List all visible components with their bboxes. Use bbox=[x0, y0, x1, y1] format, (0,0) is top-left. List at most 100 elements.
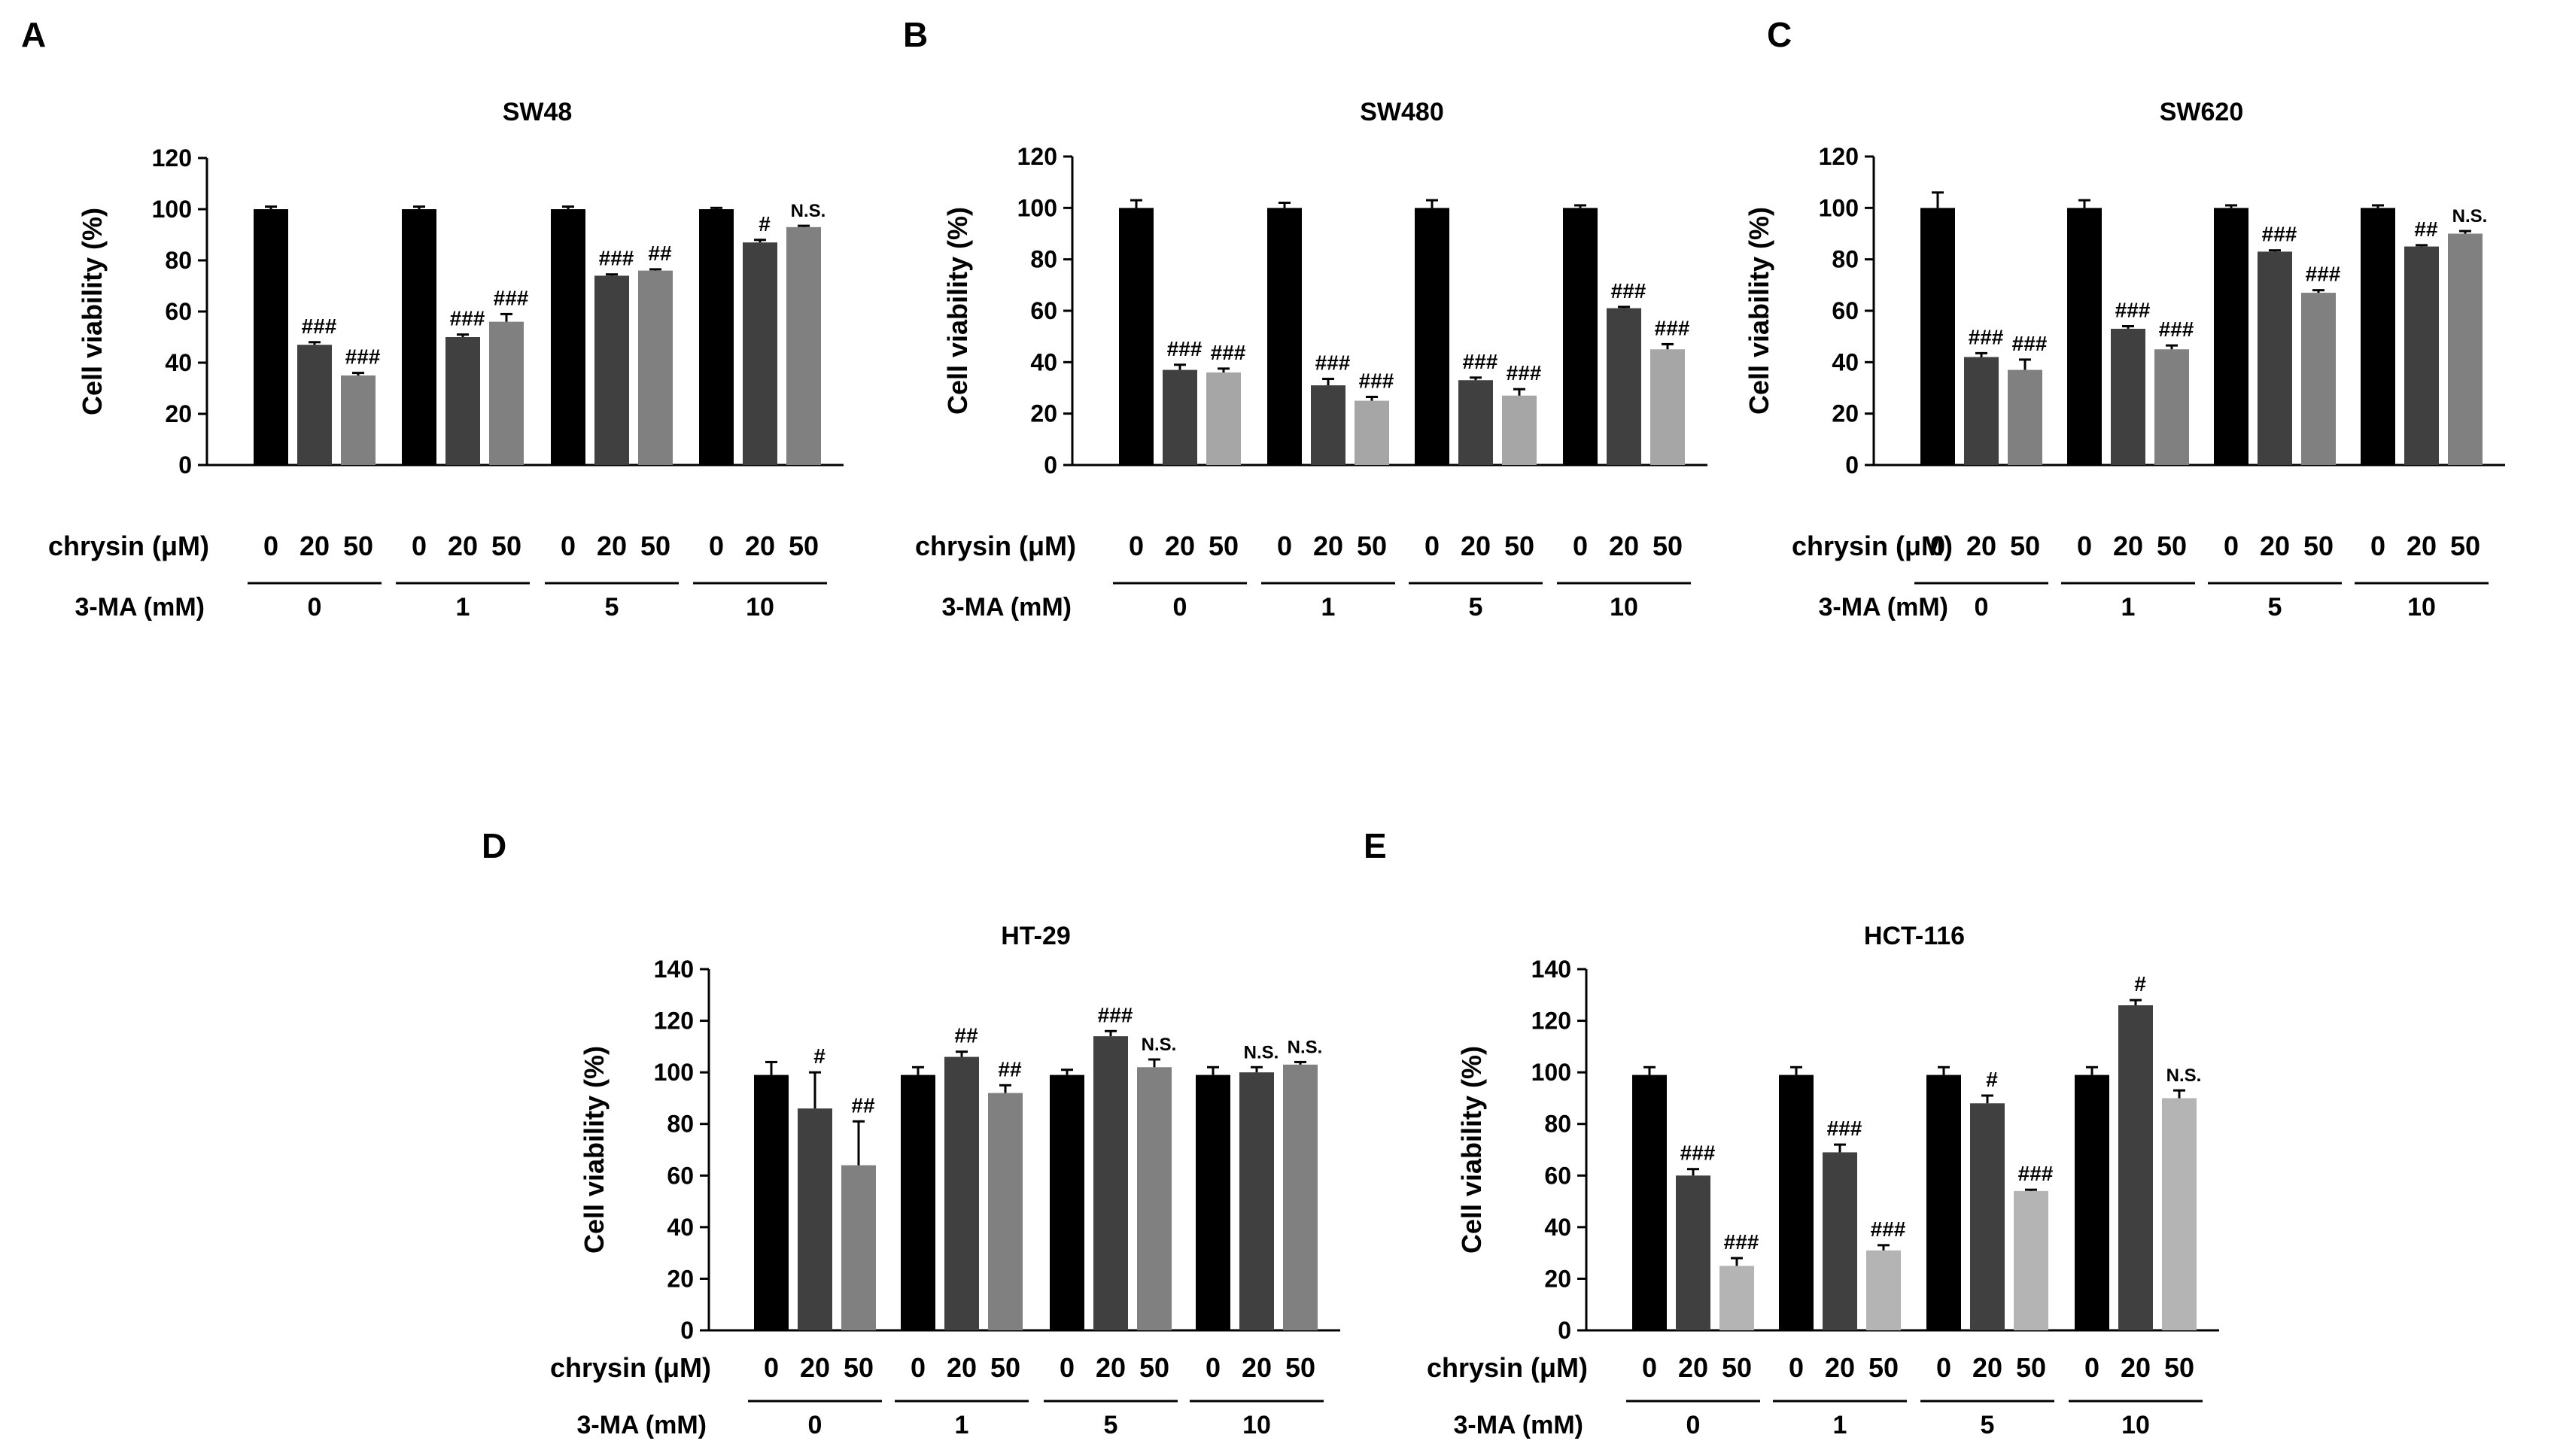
chrysin-dose-label: 50 bbox=[491, 530, 521, 561]
bar bbox=[2361, 208, 2395, 465]
bar bbox=[2301, 293, 2336, 465]
y-tick-label: 0 bbox=[1044, 451, 1057, 479]
chrysin-dose-label: 50 bbox=[990, 1352, 1020, 1383]
chrysin-dose-label: 0 bbox=[1936, 1352, 1951, 1383]
bar bbox=[1093, 1036, 1128, 1330]
bar bbox=[445, 337, 480, 465]
bar bbox=[2067, 208, 2102, 465]
y-tick-label: 0 bbox=[1558, 1317, 1571, 1344]
chrysin-dose-label: 0 bbox=[764, 1352, 779, 1383]
bar bbox=[341, 375, 376, 465]
panel-letter: D bbox=[482, 826, 506, 865]
y-tick-label: 120 bbox=[1819, 143, 1859, 170]
bar bbox=[2118, 1005, 2153, 1330]
chrysin-dose-label: 20 bbox=[800, 1352, 830, 1383]
y-tick-label: 100 bbox=[654, 1059, 694, 1086]
ma-dose-label: 10 bbox=[2121, 1411, 2150, 1439]
chart-title: HT-29 bbox=[1001, 922, 1071, 950]
significance-label: ### bbox=[1827, 1117, 1862, 1140]
y-tick-label: 20 bbox=[667, 1265, 694, 1292]
y-tick-label: 120 bbox=[1017, 143, 1057, 170]
y-tick-label: 20 bbox=[165, 400, 192, 427]
significance-label: ### bbox=[1724, 1230, 1759, 1254]
significance-label: ### bbox=[2018, 1162, 2054, 1185]
y-tick-label: 20 bbox=[1030, 400, 1057, 427]
chrysin-row-label: chrysin (μM) bbox=[915, 530, 1076, 561]
chrysin-dose-label: 20 bbox=[1825, 1352, 1855, 1383]
bar bbox=[2214, 208, 2248, 465]
bar bbox=[1779, 1075, 1814, 1330]
chrysin-row-label: chrysin (μM) bbox=[550, 1352, 711, 1383]
bar bbox=[754, 1075, 789, 1330]
panel-letter: C bbox=[1767, 15, 1792, 54]
y-tick-label: 40 bbox=[165, 349, 192, 376]
chrysin-dose-label: 50 bbox=[2303, 530, 2334, 561]
bar bbox=[743, 242, 777, 465]
bar bbox=[1196, 1075, 1230, 1330]
chrysin-dose-label: 50 bbox=[640, 530, 670, 561]
significance-label: ### bbox=[450, 307, 485, 330]
significance-label: ### bbox=[1969, 325, 2004, 348]
significance-label: ### bbox=[302, 315, 337, 338]
bar bbox=[2008, 369, 2042, 465]
y-tick-label: 80 bbox=[667, 1111, 694, 1138]
significance-label: # bbox=[1986, 1068, 1998, 1091]
y-tick-label: 40 bbox=[1030, 348, 1057, 375]
ma-row-label: 3-MA (mM) bbox=[577, 1411, 707, 1439]
bar bbox=[1355, 400, 1389, 465]
chrysin-dose-label: 50 bbox=[2016, 1352, 2046, 1383]
chrysin-dose-label: 50 bbox=[1139, 1352, 1169, 1383]
ma-dose-label: 1 bbox=[1321, 593, 1336, 622]
chrysin-dose-label: 50 bbox=[2450, 530, 2480, 561]
significance-label: N.S. bbox=[1244, 1042, 1279, 1062]
chart-title: HCT-116 bbox=[1864, 922, 1965, 950]
ma-row-label: 3-MA (mM) bbox=[75, 593, 205, 622]
ma-dose-label: 5 bbox=[2268, 593, 2282, 622]
bar bbox=[1137, 1067, 1172, 1330]
y-tick-label: 100 bbox=[1819, 194, 1859, 221]
chrysin-dose-label: 0 bbox=[412, 530, 427, 561]
y-tick-label: 60 bbox=[1832, 297, 1859, 324]
ma-dose-label: 10 bbox=[746, 593, 774, 622]
y-tick-label: 60 bbox=[1030, 297, 1057, 324]
bar bbox=[1502, 395, 1537, 465]
bar bbox=[1163, 369, 1197, 465]
bar bbox=[1050, 1075, 1084, 1330]
chrysin-dose-label: 20 bbox=[1461, 530, 1491, 561]
significance-label: ### bbox=[1655, 316, 1690, 339]
y-tick-label: 120 bbox=[1531, 1008, 1571, 1035]
bar bbox=[1632, 1075, 1667, 1330]
y-tick-label: 120 bbox=[654, 1008, 694, 1035]
chrysin-dose-label: 50 bbox=[1722, 1352, 1752, 1383]
y-tick-label: 80 bbox=[165, 247, 192, 274]
chrysin-dose-label: 0 bbox=[1424, 530, 1440, 561]
ma-dose-label: 0 bbox=[808, 1411, 822, 1439]
bar bbox=[988, 1093, 1023, 1330]
bar bbox=[1267, 208, 1302, 465]
significance-label: # bbox=[2134, 972, 2146, 995]
chrysin-dose-label: 20 bbox=[1242, 1352, 1272, 1383]
significance-label: ### bbox=[1611, 279, 1646, 302]
y-tick-label: 0 bbox=[178, 451, 192, 479]
bar bbox=[841, 1165, 876, 1330]
chrysin-dose-label: 20 bbox=[1096, 1352, 1126, 1383]
significance-label: N.S. bbox=[2452, 206, 2488, 226]
chrysin-dose-label: 50 bbox=[844, 1352, 874, 1383]
ma-dose-label: 10 bbox=[1610, 593, 1638, 622]
significance-label: ## bbox=[851, 1093, 875, 1117]
chrysin-dose-label: 20 bbox=[299, 530, 330, 561]
chrysin-dose-label: 20 bbox=[1609, 530, 1639, 561]
bar bbox=[1676, 1175, 1710, 1330]
bar bbox=[594, 275, 629, 465]
significance-label: ### bbox=[1680, 1141, 1716, 1165]
chrysin-dose-label: 0 bbox=[561, 530, 576, 561]
chrysin-dose-label: 20 bbox=[1165, 530, 1195, 561]
chrysin-dose-label: 20 bbox=[2407, 530, 2437, 561]
bar bbox=[2154, 349, 2189, 465]
chrysin-dose-label: 50 bbox=[1285, 1352, 1315, 1383]
chrysin-dose-label: 0 bbox=[1129, 530, 1144, 561]
bar bbox=[2448, 233, 2483, 465]
ma-dose-label: 0 bbox=[1173, 593, 1187, 622]
